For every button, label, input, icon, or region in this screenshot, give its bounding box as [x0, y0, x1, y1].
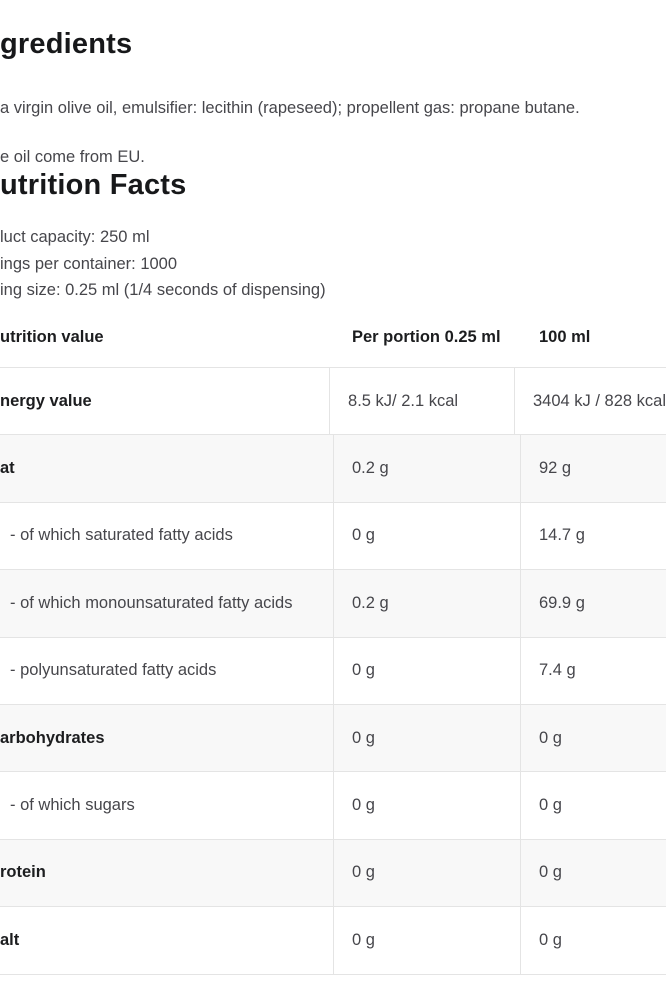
- row-per-100ml-value: 0 g: [520, 907, 666, 974]
- servings-per-container-line: ings per container: 1000: [0, 254, 178, 273]
- row-label: - of which sugars: [10, 796, 135, 815]
- row-label: rotein: [0, 863, 46, 882]
- column-header-nutrition-value: utrition value: [0, 328, 104, 346]
- serving-size-line: ing size: 0.25 ml (1/4 seconds of dispen…: [0, 281, 326, 300]
- row-per-100ml-value: 14.7 g: [520, 502, 666, 570]
- row-per-portion-value: 0.2 g: [333, 435, 520, 502]
- table-body: nergy value 8.5 kJ/ 2.1 kcal 3404 kJ / 8…: [0, 367, 666, 975]
- row-per-portion-value: 0 g: [333, 907, 520, 974]
- table-row-salt: alt 0 g 0 g: [0, 906, 666, 975]
- ingredients-heading: gredients: [0, 28, 133, 60]
- table-row-sugars: - of which sugars 0 g 0 g: [0, 771, 666, 839]
- row-per-portion-value: 0 g: [333, 502, 520, 570]
- nutrition-facts-heading: utrition Facts: [0, 169, 187, 201]
- ingredients-paragraph: a virgin olive oil, emulsifier: lecithin…: [0, 98, 580, 117]
- row-per-portion-value: 0 g: [333, 839, 520, 907]
- row-per-100ml-value: 0 g: [520, 839, 666, 907]
- row-label: nergy value: [0, 391, 92, 410]
- nutrition-info-block: luct capacity: 250 ml ings per container…: [0, 224, 326, 304]
- table-row-carbohydrates: arbohydrates 0 g 0 g: [0, 703, 666, 772]
- table-row-polyunsaturated-fat: - polyunsaturated fatty acids 0 g 7.4 g: [0, 636, 666, 704]
- row-label: - of which monounsaturated fatty acids: [10, 593, 293, 612]
- product-capacity-line: luct capacity: 250 ml: [0, 228, 150, 246]
- row-per-100ml-value: 0 g: [520, 704, 666, 772]
- column-header-per-portion: Per portion 0.25 ml: [352, 328, 501, 346]
- column-header-per-100ml: 100 ml: [539, 328, 591, 346]
- table-row-saturated-fat: - of which saturated fatty acids 0 g 14.…: [0, 501, 666, 570]
- row-per-100ml-value: 0 g: [520, 772, 666, 839]
- row-per-portion-value: 8.5 kJ/ 2.1 kcal: [329, 368, 514, 435]
- row-per-100ml-value: 7.4 g: [520, 637, 666, 704]
- row-per-100ml-value: 3404 kJ / 828 kcal: [514, 368, 666, 435]
- row-per-portion-value: 0.2 g: [333, 570, 520, 637]
- row-label: - polyunsaturated fatty acids: [10, 661, 217, 680]
- row-per-100ml-value: 69.9 g: [520, 570, 666, 637]
- row-per-portion-value: 0 g: [333, 637, 520, 704]
- row-label: arbohydrates: [0, 728, 105, 747]
- table-row-protein: rotein 0 g 0 g: [0, 838, 666, 907]
- row-per-100ml-value: 92 g: [520, 435, 666, 502]
- table-row-monounsaturated-fat: - of which monounsaturated fatty acids 0…: [0, 569, 666, 637]
- table-row-fat: at 0.2 g 92 g: [0, 434, 666, 502]
- row-label: - of which saturated fatty acids: [10, 526, 233, 545]
- table-header-row: utrition value Per portion 0.25 ml 100 m…: [0, 308, 666, 367]
- table-row-energy: nergy value 8.5 kJ/ 2.1 kcal 3404 kJ / 8…: [0, 367, 666, 435]
- row-label: at: [0, 459, 15, 478]
- row-label: alt: [0, 930, 20, 949]
- nutrition-table: utrition value Per portion 0.25 ml 100 m…: [0, 308, 666, 975]
- row-per-portion-value: 0 g: [333, 704, 520, 772]
- origin-paragraph: e oil come from EU.: [0, 147, 145, 166]
- row-per-portion-value: 0 g: [333, 772, 520, 839]
